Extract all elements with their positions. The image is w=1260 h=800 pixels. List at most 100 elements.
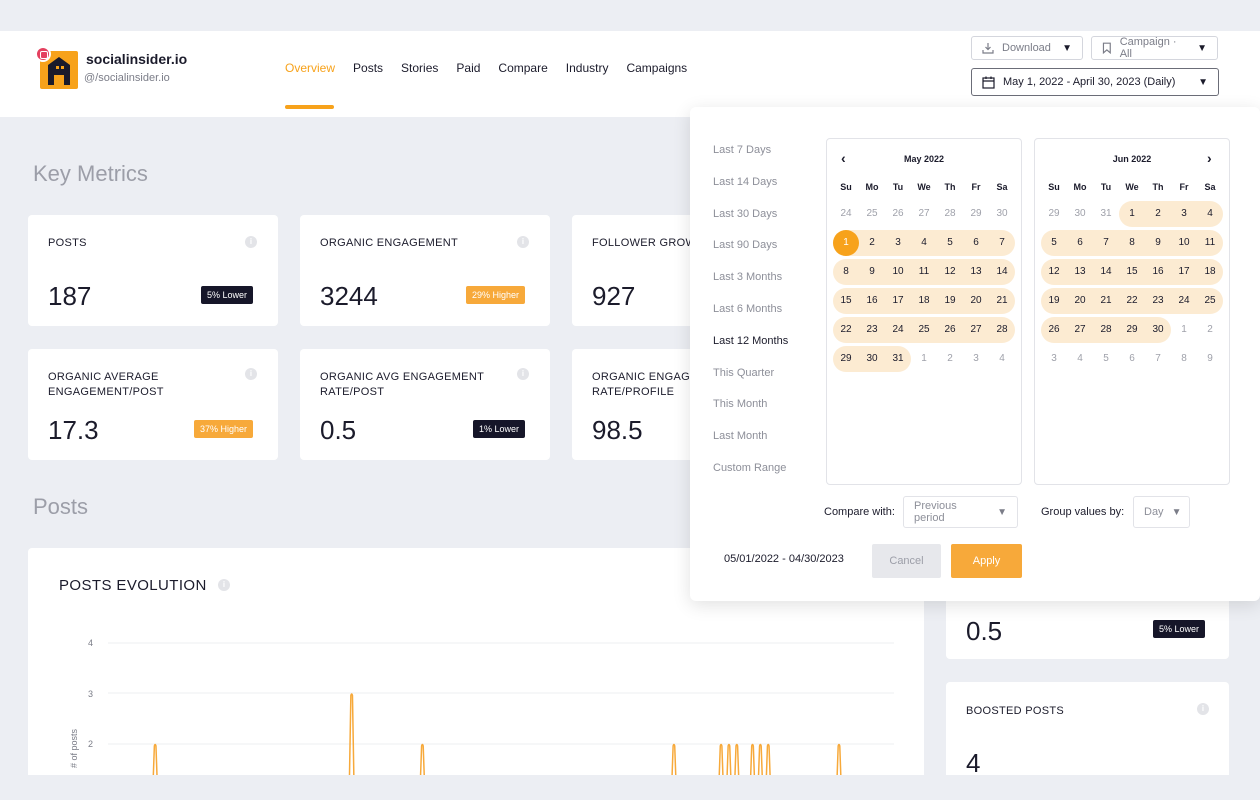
calendar-day[interactable]: 28 <box>1093 317 1119 343</box>
range-preset-item[interactable]: Last 6 Months <box>713 302 783 315</box>
calendar-day[interactable]: 9 <box>1207 353 1213 364</box>
group-select[interactable]: Day ▼ <box>1133 496 1190 528</box>
calendar-day[interactable]: 24 <box>1171 288 1197 314</box>
calendar-day[interactable]: 14 <box>989 259 1015 285</box>
calendar-day[interactable]: 5 <box>937 230 963 256</box>
calendar-day[interactable]: 20 <box>1067 288 1093 314</box>
calendar-day[interactable]: 29 <box>1048 208 1060 219</box>
calendar-day[interactable]: 26 <box>937 317 963 343</box>
calendar-day[interactable]: 1 <box>921 353 927 364</box>
calendar-day[interactable]: 19 <box>1041 288 1067 314</box>
apply-button[interactable]: Apply <box>951 544 1022 578</box>
calendar-day[interactable]: 18 <box>1197 259 1223 285</box>
calendar-day[interactable]: 1 <box>1181 324 1187 335</box>
calendar-day[interactable]: 7 <box>989 230 1015 256</box>
calendar-day[interactable]: 28 <box>989 317 1015 343</box>
calendar-day[interactable]: 12 <box>937 259 963 285</box>
calendar-day[interactable]: 25 <box>1197 288 1223 314</box>
calendar-day[interactable]: 4 <box>1197 201 1223 227</box>
calendar-day[interactable]: 1 <box>833 230 859 256</box>
compare-select[interactable]: Previous period ▼ <box>903 496 1018 528</box>
calendar-day[interactable]: 3 <box>973 353 979 364</box>
calendar-day[interactable]: 6 <box>963 230 989 256</box>
calendar-day[interactable]: 26 <box>892 208 904 219</box>
calendar-day[interactable]: 22 <box>833 317 859 343</box>
nav-industry[interactable]: Industry <box>565 61 609 75</box>
range-preset-item[interactable]: Last 14 Days <box>713 175 778 188</box>
calendar-day[interactable]: 28 <box>944 208 956 219</box>
calendar-day[interactable]: 30 <box>1145 317 1171 343</box>
calendar-day[interactable]: 8 <box>833 259 859 285</box>
calendar-day[interactable]: 9 <box>859 259 885 285</box>
info-icon[interactable]: i <box>517 236 529 248</box>
range-preset-item[interactable]: This Quarter <box>713 366 775 379</box>
info-icon[interactable]: i <box>218 579 230 591</box>
calendar-day[interactable]: 19 <box>937 288 963 314</box>
range-preset-item[interactable]: Last 3 Months <box>713 271 783 284</box>
calendar-day[interactable]: 25 <box>911 317 937 343</box>
calendar-day[interactable]: 8 <box>1181 353 1187 364</box>
range-preset-item[interactable]: Last 90 Days <box>713 239 778 252</box>
calendar-day[interactable]: 3 <box>885 230 911 256</box>
calendar-day[interactable]: 5 <box>1103 353 1109 364</box>
calendar-day[interactable]: 29 <box>970 208 982 219</box>
calendar-day[interactable]: 14 <box>1093 259 1119 285</box>
calendar-day[interactable]: 23 <box>1145 288 1171 314</box>
nav-posts[interactable]: Posts <box>353 61 384 75</box>
calendar-day[interactable]: 4 <box>999 353 1005 364</box>
calendar-day[interactable]: 2 <box>1207 324 1213 335</box>
calendar-day[interactable]: 24 <box>885 317 911 343</box>
calendar-day[interactable]: 17 <box>885 288 911 314</box>
calendar-day[interactable]: 13 <box>963 259 989 285</box>
chevron-right-icon[interactable]: › <box>1207 150 1212 166</box>
calendar-day[interactable]: 11 <box>1197 230 1223 256</box>
calendar-day[interactable]: 23 <box>859 317 885 343</box>
calendar-day[interactable]: 21 <box>989 288 1015 314</box>
calendar-day[interactable]: 12 <box>1041 259 1067 285</box>
calendar-day[interactable]: 16 <box>859 288 885 314</box>
calendar-day[interactable]: 27 <box>963 317 989 343</box>
info-icon[interactable]: i <box>245 236 257 248</box>
range-preset-item[interactable]: Last 7 Days <box>713 144 772 156</box>
calendar-day[interactable]: 2 <box>859 230 885 256</box>
calendar-day[interactable]: 30 <box>859 346 885 372</box>
calendar-day[interactable]: 6 <box>1067 230 1093 256</box>
calendar-day[interactable]: 30 <box>1074 208 1086 219</box>
calendar-day[interactable]: 29 <box>833 346 859 372</box>
range-preset-item[interactable]: Last Month <box>713 430 768 443</box>
nav-paid[interactable]: Paid <box>456 61 481 75</box>
calendar-day[interactable]: 4 <box>911 230 937 256</box>
campaign-filter-button[interactable]: Campaign · All ▼ <box>1091 36 1218 60</box>
info-icon[interactable]: i <box>245 368 257 380</box>
calendar-day[interactable]: 16 <box>1145 259 1171 285</box>
range-preset-item[interactable]: Last 30 Days <box>713 207 778 220</box>
calendar-day[interactable]: 30 <box>996 208 1008 219</box>
calendar-day[interactable]: 6 <box>1129 353 1135 364</box>
calendar-day[interactable]: 5 <box>1041 230 1067 256</box>
calendar-day[interactable]: 13 <box>1067 259 1093 285</box>
range-preset-item[interactable]: Last 12 Months <box>713 334 789 347</box>
download-button[interactable]: Download ▼ <box>971 36 1083 60</box>
date-range-button[interactable]: May 1, 2022 - April 30, 2023 (Daily) ▼ <box>971 68 1219 96</box>
calendar-day[interactable]: 15 <box>1119 259 1145 285</box>
calendar-day[interactable]: 15 <box>833 288 859 314</box>
calendar-day[interactable]: 1 <box>1119 201 1145 227</box>
calendar-day[interactable]: 11 <box>911 259 937 285</box>
calendar-day[interactable]: 2 <box>947 353 953 364</box>
info-icon[interactable]: i <box>517 368 529 380</box>
calendar-day[interactable]: 8 <box>1119 230 1145 256</box>
nav-overview[interactable]: Overview <box>285 61 336 75</box>
calendar-day[interactable]: 24 <box>840 208 852 219</box>
calendar-day[interactable]: 7 <box>1155 353 1161 364</box>
nav-campaigns[interactable]: Campaigns <box>626 61 688 75</box>
calendar-day[interactable]: 3 <box>1171 201 1197 227</box>
range-preset-item[interactable]: This Month <box>713 398 768 411</box>
calendar-day[interactable]: 22 <box>1119 288 1145 314</box>
calendar-day[interactable]: 4 <box>1077 353 1083 364</box>
nav-stories[interactable]: Stories <box>401 61 439 75</box>
calendar-day[interactable]: 21 <box>1093 288 1119 314</box>
calendar-day[interactable]: 29 <box>1119 317 1145 343</box>
calendar-day[interactable]: 2 <box>1145 201 1171 227</box>
calendar-day[interactable]: 20 <box>963 288 989 314</box>
calendar-day[interactable]: 27 <box>1067 317 1093 343</box>
